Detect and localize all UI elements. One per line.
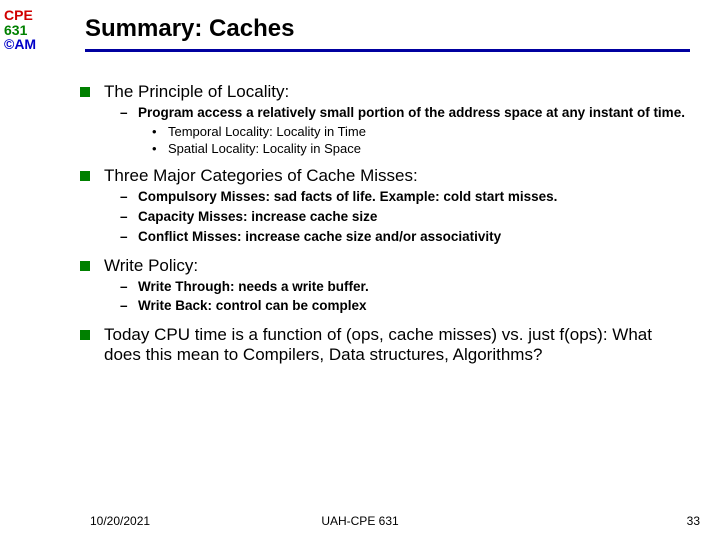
dash-bullet-icon: – bbox=[120, 189, 134, 204]
lvl3-text: Spatial Locality: Locality in Space bbox=[168, 141, 690, 156]
lvl1-text: Three Major Categories of Cache Misses: bbox=[104, 166, 690, 186]
square-bullet-icon bbox=[80, 261, 90, 271]
bullet-lvl2: – Capacity Misses: increase cache size bbox=[120, 209, 690, 226]
bullet-lvl2: – Write Back: control can be complex bbox=[120, 298, 690, 315]
bullet-lvl1: Today CPU time is a function of (ops, ca… bbox=[80, 325, 690, 365]
lvl2-text: Write Back: control can be complex bbox=[138, 298, 690, 315]
lvl2-text: Write Through: needs a write buffer. bbox=[138, 279, 690, 296]
bullet-lvl3: • Temporal Locality: Locality in Time bbox=[152, 124, 690, 139]
dash-bullet-icon: – bbox=[120, 209, 134, 224]
title-block: Summary: Caches bbox=[85, 15, 690, 52]
lvl1-text: Write Policy: bbox=[104, 256, 690, 276]
dash-bullet-icon: – bbox=[120, 298, 134, 313]
bullet-lvl2: – Write Through: needs a write buffer. bbox=[120, 279, 690, 296]
footer-page-number: 33 bbox=[687, 514, 700, 528]
dash-bullet-icon: – bbox=[120, 105, 134, 120]
lvl1-text: Today CPU time is a function of (ops, ca… bbox=[104, 325, 690, 365]
title-underline bbox=[85, 49, 690, 52]
course-logo: CPE 631 ©AM bbox=[4, 8, 36, 52]
square-bullet-icon bbox=[80, 171, 90, 181]
footer-date: 10/20/2021 bbox=[90, 514, 150, 528]
slide-title: Summary: Caches bbox=[85, 15, 690, 49]
logo-line1: CPE bbox=[4, 8, 36, 23]
lvl1-text: The Principle of Locality: bbox=[104, 82, 690, 102]
square-bullet-icon bbox=[80, 87, 90, 97]
lvl2-text: Capacity Misses: increase cache size bbox=[138, 209, 690, 226]
footer-center: UAH-CPE 631 bbox=[321, 514, 398, 528]
dash-bullet-icon: – bbox=[120, 229, 134, 244]
bullet-lvl1: Write Policy: bbox=[80, 256, 690, 276]
logo-line2: 631 bbox=[4, 23, 36, 38]
lvl3-text: Temporal Locality: Locality in Time bbox=[168, 124, 690, 139]
dash-bullet-icon: – bbox=[120, 279, 134, 294]
lvl2-text: Compulsory Misses: sad facts of life. Ex… bbox=[138, 189, 690, 206]
bullet-lvl1: Three Major Categories of Cache Misses: bbox=[80, 166, 690, 186]
square-bullet-icon bbox=[80, 330, 90, 340]
dot-bullet-icon: • bbox=[152, 141, 164, 156]
dot-bullet-icon: • bbox=[152, 124, 164, 139]
bullet-lvl3: • Spatial Locality: Locality in Space bbox=[152, 141, 690, 156]
bullet-lvl2: – Compulsory Misses: sad facts of life. … bbox=[120, 189, 690, 206]
lvl2-text: Program access a relatively small portio… bbox=[138, 105, 690, 122]
bullet-lvl2: – Program access a relatively small port… bbox=[120, 105, 690, 122]
lvl2-text: Conflict Misses: increase cache size and… bbox=[138, 229, 690, 246]
bullet-lvl1: The Principle of Locality: bbox=[80, 82, 690, 102]
logo-line3: ©AM bbox=[4, 37, 36, 52]
bullet-lvl2: – Conflict Misses: increase cache size a… bbox=[120, 229, 690, 246]
slide-content: The Principle of Locality: – Program acc… bbox=[80, 72, 690, 365]
